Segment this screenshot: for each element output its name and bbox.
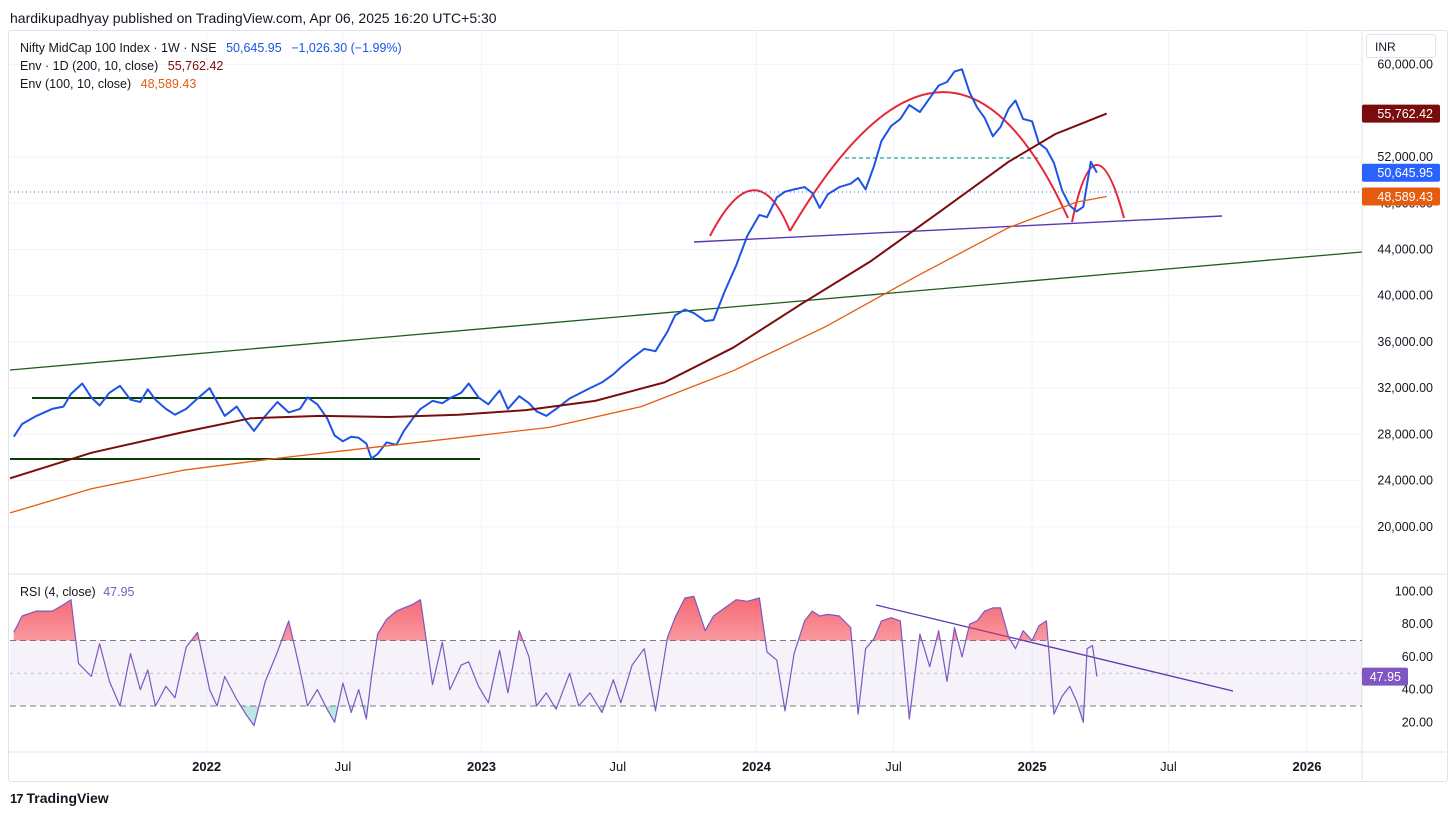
env100-value: 48,589.43 (140, 77, 197, 91)
y-tick-label: 52,000.00 (1377, 150, 1433, 164)
rsi-overbought-fill (13, 596, 1097, 641)
price-label-text: 50,645.95 (1377, 166, 1433, 180)
price-label-box (1362, 104, 1440, 123)
y-tick-label: 44,000.00 (1377, 243, 1433, 257)
neckline (693, 215, 1223, 243)
rsi-name: RSI (4, close) (20, 585, 96, 599)
x-tick-label: Jul (1160, 759, 1177, 774)
x-tick-label: Jul (610, 759, 627, 774)
x-tick-label: 2022 (192, 759, 221, 774)
main-series-value: 50,645.95 (226, 41, 282, 55)
rsi-tick-label: 100.00 (1395, 585, 1433, 599)
x-tick-label: 2023 (467, 759, 496, 774)
y-tick-label: 40,000.00 (1377, 289, 1433, 303)
price-label-box (1362, 163, 1440, 182)
x-tick-label: Jul (885, 759, 902, 774)
chart-legend: Nifty MidCap 100 Index · 1W · NSE 50,645… (20, 39, 408, 93)
y-tick-label: 24,000.00 (1377, 474, 1433, 488)
y-tick-label: 60,000.00 (1377, 58, 1433, 72)
price-line (12, 68, 1098, 460)
handle-arc (1071, 164, 1125, 223)
rsi-legend: RSI (4, close) 47.95 (20, 585, 134, 599)
y-tick-label: 28,000.00 (1377, 427, 1433, 441)
rsi-value-text: 47.95 (1370, 670, 1401, 684)
cup-arc (789, 91, 1069, 232)
rsi-tick-label: 80.00 (1402, 617, 1433, 631)
axis-layer: 2022 Jul 2023 Jul 2024 Jul 2025 Jul 2026 20,000.0… (192, 58, 1440, 774)
tradingview-logo-icon: 17 (10, 790, 24, 806)
env200-value: 55,762.42 (167, 59, 224, 73)
y-tick-label: 36,000.00 (1377, 335, 1433, 349)
footer-brand[interactable]: 17 TradingView (10, 790, 109, 806)
x-tick-label: Jul (335, 759, 352, 774)
left-shoulder-arc (709, 189, 791, 237)
currency-button[interactable]: INR (1366, 34, 1436, 58)
main-series-name: Nifty MidCap 100 Index · 1W · NSE (20, 41, 217, 55)
price-label-text: 48,589.43 (1377, 190, 1433, 204)
rsi-band-layer (10, 640, 1362, 707)
rsi-tick-label: 40.00 (1402, 683, 1433, 697)
chart-frame (8, 30, 1448, 782)
env200-name: Env · 1D (200, 10, close) (20, 59, 159, 73)
x-tick-label: 2025 (1018, 759, 1047, 774)
env200-line (9, 112, 1108, 480)
env100-name: Env (100, 10, close) (20, 77, 132, 91)
rsi-trendline (875, 604, 1234, 692)
rsi-tick-label: 60.00 (1402, 650, 1433, 664)
rsi-line (13, 595, 1098, 727)
x-tick-label: 2026 (1293, 759, 1322, 774)
rsi-value: 47.95 (103, 585, 135, 599)
y-tick-label: 32,000.00 (1377, 381, 1433, 395)
rsi-value-box (1362, 667, 1408, 686)
publish-header: hardikupadhyay published on TradingView.… (10, 10, 497, 26)
y-tick-label: 20,000.00 (1377, 520, 1433, 534)
x-tick-label: 2024 (742, 759, 772, 774)
rsi-tick-label: 20.00 (1402, 715, 1433, 729)
grid-layer (8, 30, 1446, 780)
price-label-box (1362, 187, 1440, 206)
series-layer (9, 68, 1108, 727)
env100-line (9, 195, 1107, 514)
price-label-text: 55,762.42 (1377, 107, 1433, 121)
footer-brand-label: TradingView (26, 790, 109, 806)
main-series-change: −1,026.30 (−1.99%) (291, 41, 402, 55)
